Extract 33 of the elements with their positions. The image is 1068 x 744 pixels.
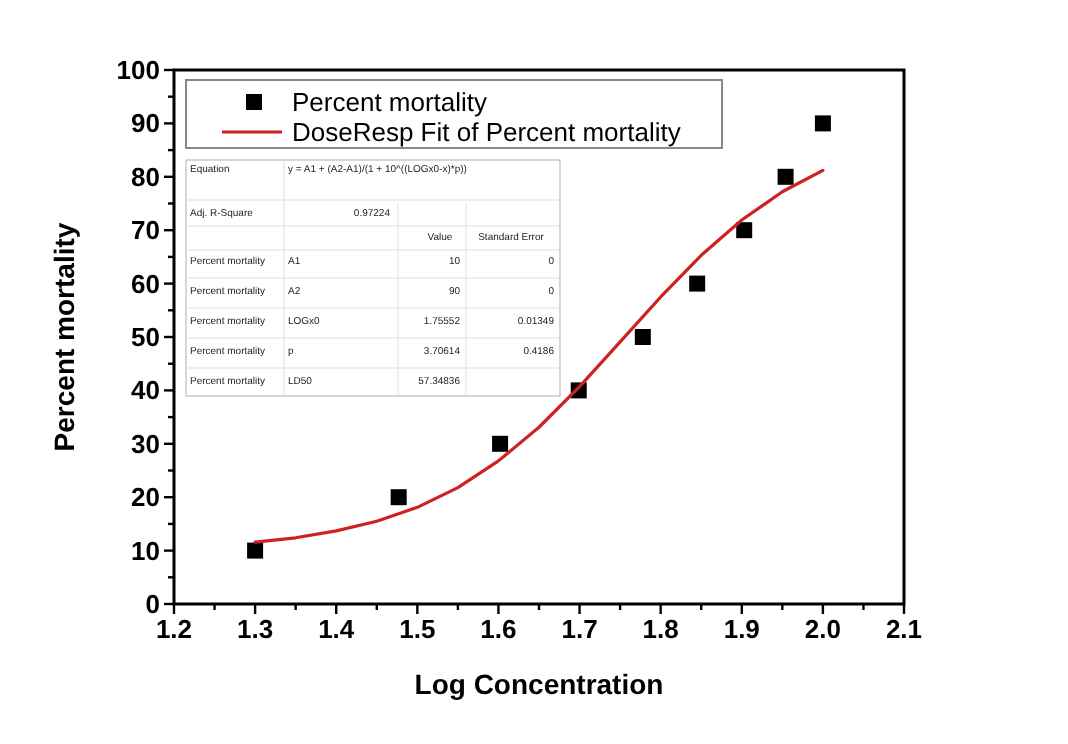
point bbox=[777, 168, 794, 185]
point bbox=[390, 489, 407, 506]
x-tick-label: 1.6 bbox=[480, 614, 517, 644]
x-tick-label: 1.2 bbox=[155, 614, 193, 644]
x-tick-label: 1.4 bbox=[318, 614, 356, 644]
point bbox=[736, 222, 753, 239]
point bbox=[689, 275, 706, 292]
x-axis-title: Log Concentration bbox=[414, 668, 664, 700]
y-tick-label: 50 bbox=[131, 322, 160, 352]
y-tick-label: 0 bbox=[145, 589, 160, 619]
x-tick-label: 1.8 bbox=[642, 614, 679, 644]
y-tick-label: 100 bbox=[116, 55, 160, 85]
point bbox=[492, 435, 509, 452]
y-tick-label: 10 bbox=[131, 535, 160, 566]
x-tick-label: 1.5 bbox=[399, 614, 436, 644]
x-tick-label: 1.9 bbox=[723, 614, 760, 644]
legend-label: Percent mortality bbox=[292, 87, 489, 117]
point bbox=[247, 542, 264, 559]
x-tick-label: 2.0 bbox=[804, 614, 841, 644]
y-tick-label: 40 bbox=[131, 375, 160, 406]
x-tick-label: 1.3 bbox=[237, 614, 274, 644]
legend-label: DoseResp Fit of Percent mortality bbox=[292, 117, 682, 147]
y-tick-label: 20 bbox=[131, 482, 160, 513]
point bbox=[814, 115, 831, 132]
y-tick-label: 70 bbox=[131, 215, 160, 246]
x-tick-label: 1.7 bbox=[561, 614, 598, 644]
y-tick-label: 30 bbox=[131, 428, 160, 459]
y-tick-label: 90 bbox=[131, 108, 160, 139]
point bbox=[634, 329, 651, 345]
y-tick-label: 80 bbox=[131, 161, 160, 192]
y-axis-title: Percent mortality bbox=[48, 222, 80, 452]
x-tick-label: 2.1 bbox=[885, 614, 923, 644]
y-tick-label: 60 bbox=[131, 268, 160, 299]
